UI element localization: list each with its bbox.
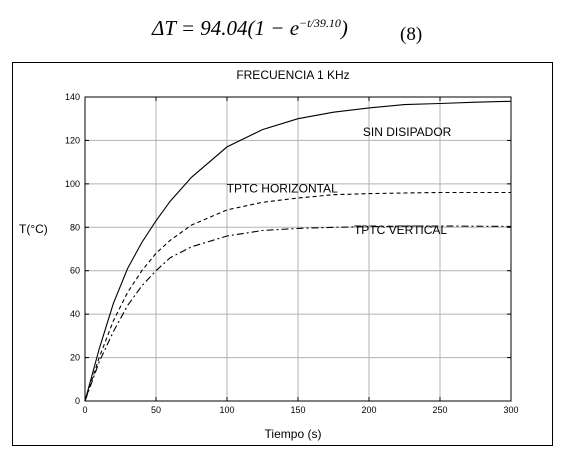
equation-exponent: −t/39.10 — [299, 16, 341, 30]
equation-exponential-base: e — [289, 16, 300, 40]
y-axis-label: T(°C) — [19, 222, 48, 236]
equation-8: ΔT = 94.04(1 − e−t/39.10) (8) — [0, 14, 563, 54]
series-label-sin-disipador: SIN DISIPADOR — [363, 125, 452, 139]
chart-frame: FRECUENCIA 1 KHz Tiempo (s) T(°C) 0 50 100… — [12, 62, 553, 446]
y-tick-label-140: 140 — [65, 92, 80, 102]
y-tick-label-40: 40 — [70, 309, 80, 319]
equation-coefficient: 94.04(1 — [200, 16, 266, 40]
x-tick-label-200: 200 — [361, 405, 376, 415]
x-tick-label-250: 250 — [432, 405, 447, 415]
series-line-sin-disipador — [84, 100, 512, 402]
y-tick-label-60: 60 — [70, 266, 80, 276]
equation-lhs: ΔT — [152, 16, 176, 40]
y-tick-label-20: 20 — [70, 353, 80, 363]
x-tick-label-50: 50 — [151, 405, 161, 415]
x-tick-label-100: 100 — [219, 405, 234, 415]
equation-expression: ΔT = 94.04(1 − e−t/39.10) — [152, 16, 348, 40]
y-tick-label-80: 80 — [70, 222, 80, 232]
chart-svg: FRECUENCIA 1 KHz Tiempo (s) T(°C) 0 50 100… — [19, 68, 519, 441]
chart-title: FRECUENCIA 1 KHz — [236, 68, 349, 82]
equation-close-paren: ) — [340, 16, 348, 40]
y-tick-label-100: 100 — [65, 179, 80, 189]
series-line-tptc-vertical — [84, 225, 512, 402]
series-label-tptc-horizontal: TPTC HORIZONTAL — [227, 182, 338, 196]
x-axis-label: Tiempo (s) — [265, 427, 322, 441]
equation-number: (8) — [400, 24, 423, 45]
y-tick-label-120: 120 — [65, 135, 80, 145]
series-label-tptc-vertical: TPTC VERTICAL — [354, 223, 447, 237]
equation-minus: − — [270, 16, 285, 40]
x-tick-label-150: 150 — [290, 405, 305, 415]
y-tick-label-0: 0 — [75, 396, 80, 406]
x-tick-label-0: 0 — [82, 405, 87, 415]
x-tick-label-300: 300 — [503, 405, 518, 415]
series-line-tptc-horizontal — [84, 191, 511, 402]
plot-area: 0 50 100 150 200 250 300 0 20 40 60 80 100 120 140 SIN … — [65, 92, 519, 415]
